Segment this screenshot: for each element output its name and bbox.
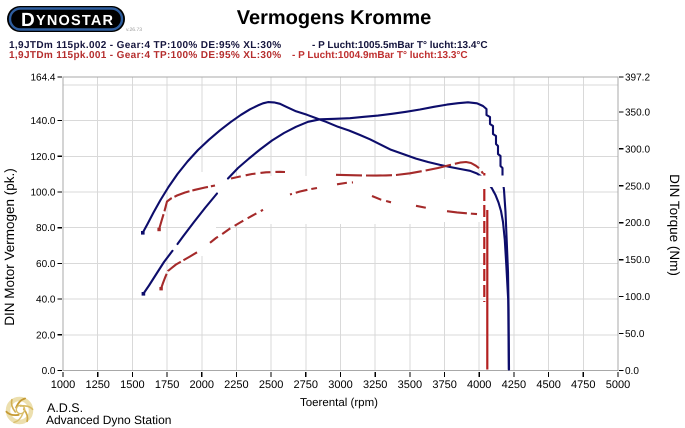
svg-text:DIN Motor Vermogen (pk.): DIN Motor Vermogen (pk.) (2, 168, 17, 326)
svg-text:40.0: 40.0 (36, 295, 56, 306)
svg-text:- P Lucht:1005.5mBar T° lucht:: - P Lucht:1005.5mBar T° lucht:13.4°C (312, 40, 488, 51)
svg-text:Vermogens Kromme: Vermogens Kromme (237, 7, 432, 29)
svg-text:60.0: 60.0 (36, 259, 56, 270)
svg-text:150.0: 150.0 (625, 255, 650, 266)
svg-text:300.0: 300.0 (625, 144, 650, 155)
svg-text:v.26.73: v.26.73 (126, 27, 142, 33)
svg-text:4500: 4500 (536, 379, 560, 391)
svg-text:80.0: 80.0 (36, 223, 56, 234)
svg-text:20.0: 20.0 (36, 330, 56, 341)
svg-text:350.0: 350.0 (625, 107, 650, 118)
svg-text:3250: 3250 (363, 379, 387, 391)
svg-text:1750: 1750 (155, 379, 179, 391)
svg-text:3000: 3000 (328, 379, 352, 391)
svg-text:- P Lucht:1004.9mBar T° lucht:: - P Lucht:1004.9mBar T° lucht:13.3°C (292, 50, 468, 61)
svg-text:2000: 2000 (190, 379, 214, 391)
svg-text:1000: 1000 (51, 379, 75, 391)
svg-text:Advanced Dyno Station: Advanced Dyno Station (46, 413, 171, 427)
svg-text:120.0: 120.0 (30, 152, 55, 163)
svg-text:2750: 2750 (294, 379, 318, 391)
svg-text:164.4: 164.4 (30, 73, 55, 84)
svg-text:4000: 4000 (467, 379, 491, 391)
svg-text:200.0: 200.0 (625, 218, 650, 229)
svg-text:250.0: 250.0 (625, 181, 650, 192)
svg-text:140.0: 140.0 (30, 116, 55, 127)
svg-text:0.0: 0.0 (42, 366, 56, 377)
svg-text:100.0: 100.0 (625, 292, 650, 303)
svg-text:3750: 3750 (432, 379, 456, 391)
svg-text:A.D.S.: A.D.S. (47, 401, 83, 415)
svg-text:1,9JTDm 115pk.001 - Gear:4 TP:: 1,9JTDm 115pk.001 - Gear:4 TP:100% DE:95… (9, 50, 281, 61)
svg-text:1250: 1250 (85, 379, 109, 391)
svg-text:2500: 2500 (259, 379, 283, 391)
svg-text:DIN Torque (Nm): DIN Torque (Nm) (667, 174, 682, 276)
svg-text:3500: 3500 (398, 379, 422, 391)
svg-text:50.0: 50.0 (625, 329, 645, 340)
svg-text:397.2: 397.2 (625, 73, 650, 84)
svg-text:100.0: 100.0 (30, 188, 55, 199)
svg-text:4250: 4250 (502, 379, 526, 391)
svg-text:D: D (21, 10, 35, 31)
svg-text:1500: 1500 (120, 379, 144, 391)
svg-text:YNOSTAR: YNOSTAR (36, 13, 114, 29)
svg-text:5000: 5000 (606, 379, 630, 391)
svg-text:Toerental (rpm): Toerental (rpm) (300, 397, 378, 409)
svg-text:0.0: 0.0 (625, 366, 639, 377)
svg-text:4750: 4750 (571, 379, 595, 391)
svg-text:1,9JTDm 115pk.002 - Gear:4 TP:: 1,9JTDm 115pk.002 - Gear:4 TP:100% DE:95… (9, 40, 281, 51)
svg-text:2250: 2250 (224, 379, 248, 391)
